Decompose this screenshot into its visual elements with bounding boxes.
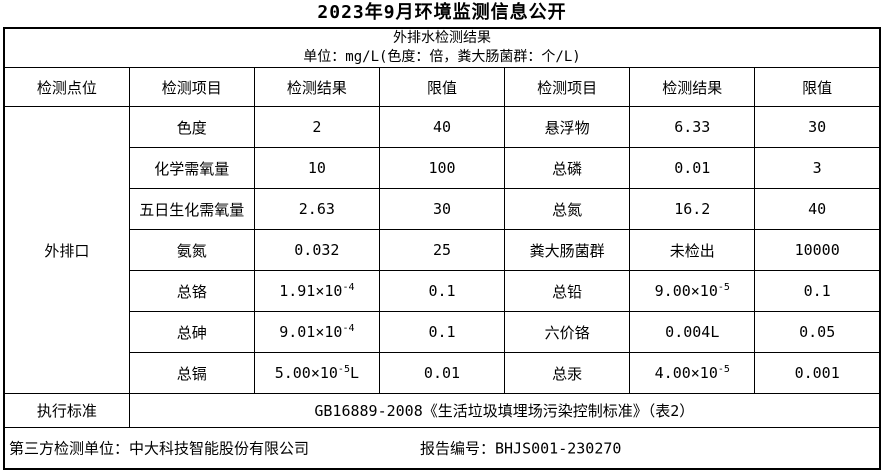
result-cell: 16.2	[629, 188, 756, 230]
table-title-cell: 外排水检测结果 单位：mg/L(色度：倍，粪大肠菌群：个/L)	[3, 27, 881, 68]
limit-cell: 30	[378, 188, 506, 230]
limit-cell: 25	[378, 229, 506, 271]
item-cell: 化学需氧量	[128, 147, 255, 189]
limit-cell: 40	[754, 188, 881, 230]
table-row: 五日生化需氧量 2.63 30 总氮 16.2 40	[4, 188, 881, 230]
item-cell: 粪大肠菌群	[504, 229, 631, 271]
third-party-lab: 第三方检测单位：中大科技智能股份有限公司	[9, 439, 310, 458]
table-row: 化学需氧量 10 100 总磷 0.01 3	[4, 147, 881, 189]
item-cell: 总氮	[504, 188, 631, 230]
item-cell: 总砷	[128, 311, 255, 353]
table-row: 外排口 色度 2 40 悬浮物 6.33 30	[3, 106, 881, 394]
standard-label: 执行标准	[3, 393, 130, 428]
column-header-row: 检测点位 检测项目 检测结果 限值 检测项目 检测结果 限值	[3, 67, 881, 107]
result-cell: 2	[253, 106, 380, 148]
result-cell: 9.01×10-4	[253, 311, 380, 353]
limit-cell: 40	[378, 106, 506, 148]
limit-cell: 0.05	[754, 311, 881, 353]
col-header-result-2: 检测结果	[629, 67, 756, 107]
report-number: 报告编号：BHJS001-230270	[420, 439, 622, 458]
standard-row: 执行标准 GB16889-2008《生活垃圾填埋场污染控制标准》（表2）	[3, 393, 881, 428]
monitoring-table: 外排水检测结果 单位：mg/L(色度：倍，粪大肠菌群：个/L) 检测点位 检测项…	[3, 27, 881, 470]
col-header-item-1: 检测项目	[128, 67, 255, 107]
limit-cell: 10000	[754, 229, 881, 271]
item-cell: 总铬	[128, 270, 255, 312]
limit-cell: 0.001	[754, 352, 881, 394]
col-header-item-2: 检测项目	[504, 67, 631, 107]
item-cell: 五日生化需氧量	[128, 188, 255, 230]
item-cell: 总铅	[504, 270, 631, 312]
page-title: 2023年9月环境监测信息公开	[317, 2, 567, 23]
result-cell: 0.01	[629, 147, 756, 189]
item-cell: 六价铬	[504, 311, 631, 353]
item-cell: 总磷	[504, 147, 631, 189]
item-cell: 色度	[128, 106, 255, 148]
table-title: 外排水检测结果	[393, 30, 491, 46]
limit-cell: 3	[754, 147, 881, 189]
col-header-site: 检测点位	[3, 67, 130, 107]
limit-cell: 0.1	[378, 311, 506, 353]
footer-row: 第三方检测单位：中大科技智能股份有限公司 报告编号：BHJS001-230270	[3, 427, 881, 470]
result-cell: 0.032	[253, 229, 380, 271]
item-cell: 总镉	[128, 352, 255, 394]
site-cell: 外排口	[3, 106, 130, 394]
limit-cell: 100	[378, 147, 506, 189]
col-header-limit-2: 限值	[754, 67, 881, 107]
table-row: 总砷 9.01×10-4 0.1 六价铬 0.004L 0.05	[4, 311, 881, 353]
table-title-row: 外排水检测结果 单位：mg/L(色度：倍，粪大肠菌群：个/L)	[3, 27, 881, 68]
result-cell: 4.00×10-5	[629, 352, 756, 394]
limit-cell: 0.1	[378, 270, 506, 312]
result-cell: 2.63	[253, 188, 380, 230]
limit-cell: 30	[754, 106, 881, 148]
result-cell: 未检出	[629, 229, 756, 271]
table-row: 总镉 5.00×10-5L 0.01 总汞 4.00×10-5 0.001	[4, 352, 881, 394]
result-cell: 9.00×10-5	[629, 270, 756, 312]
result-cell: 0.004L	[629, 311, 756, 353]
col-header-result-1: 检测结果	[253, 67, 380, 107]
table-unit-note: 单位：mg/L(色度：倍，粪大肠菌群：个/L)	[303, 49, 581, 65]
col-header-limit-1: 限值	[378, 67, 506, 107]
result-cell: 5.00×10-5L	[253, 352, 380, 394]
item-cell: 氨氮	[128, 229, 255, 271]
item-cell: 悬浮物	[504, 106, 631, 148]
item-cell: 总汞	[504, 352, 631, 394]
footer-cell: 第三方检测单位：中大科技智能股份有限公司 报告编号：BHJS001-230270	[3, 427, 881, 470]
table-row: 氨氮 0.032 25 粪大肠菌群 未检出 10000	[4, 229, 881, 271]
limit-cell: 0.1	[754, 270, 881, 312]
standard-value: GB16889-2008《生活垃圾填埋场污染控制标准》（表2）	[128, 393, 881, 428]
limit-cell: 0.01	[378, 352, 506, 394]
table-row: 总铬 1.91×10-4 0.1 总铅 9.00×10-5 0.1	[4, 270, 881, 312]
result-cell: 10	[253, 147, 380, 189]
result-cell: 6.33	[629, 106, 756, 148]
result-cell: 1.91×10-4	[253, 270, 380, 312]
